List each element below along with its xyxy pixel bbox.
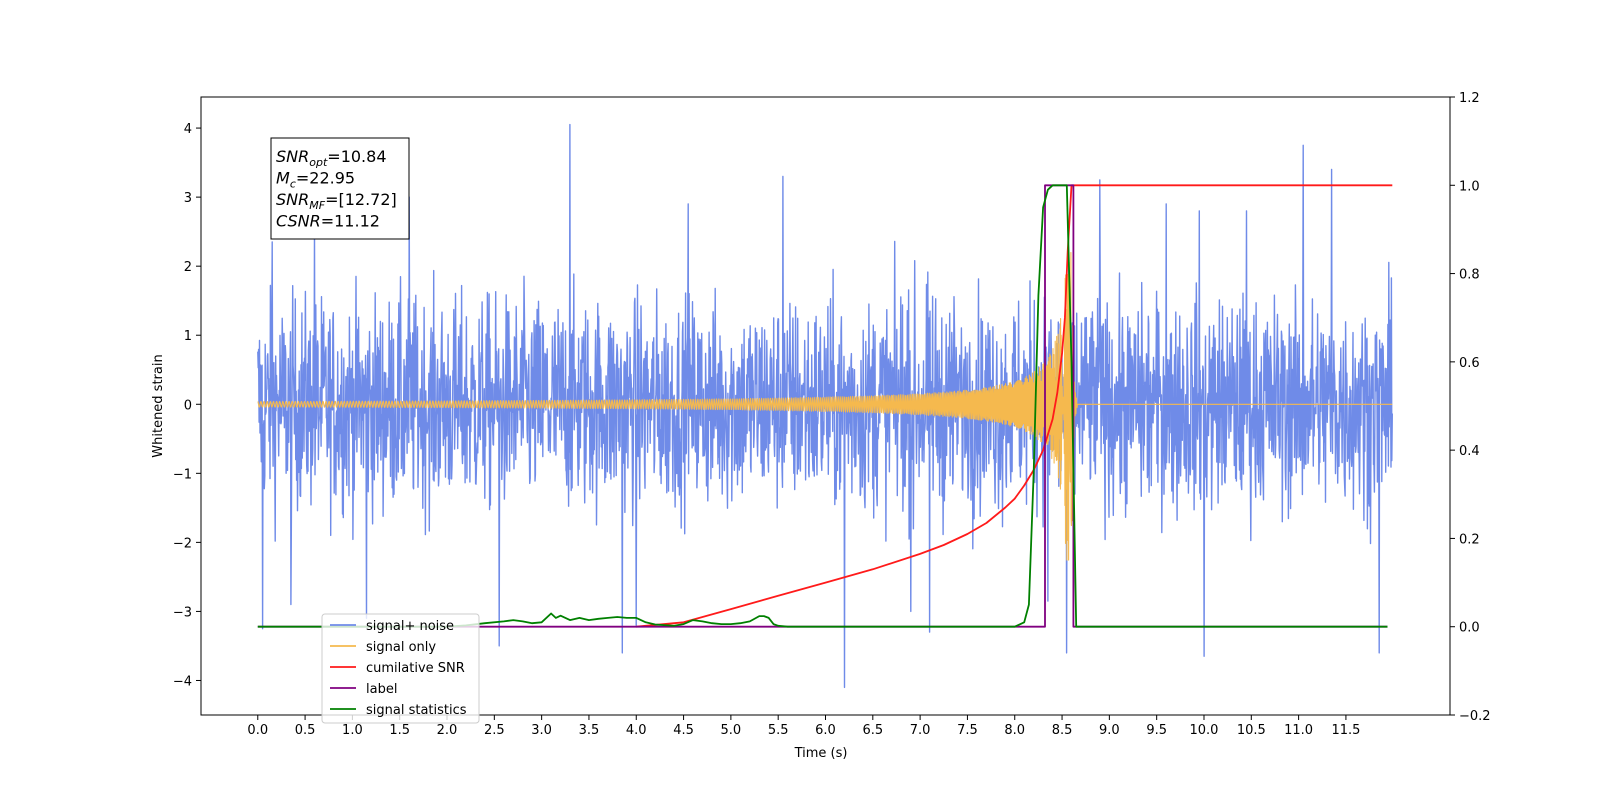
x-tick-label: 4.5 xyxy=(673,723,694,738)
x-tick-label: 10.5 xyxy=(1237,723,1266,738)
y-tick-label: 1 xyxy=(184,329,192,344)
y-tick-label: 2 xyxy=(184,260,192,275)
x-tick-label: 1.0 xyxy=(342,723,363,738)
y2-tick-label: 0.8 xyxy=(1459,268,1480,283)
x-tick-label: 2.5 xyxy=(484,723,505,738)
y-axis-label: Whitened strain xyxy=(151,354,166,457)
y-tick-label: −1 xyxy=(173,467,192,482)
x-tick-label: 8.5 xyxy=(1052,723,1073,738)
annotation-line: Mc=22.95 xyxy=(276,169,355,191)
x-tick-label: 2.0 xyxy=(437,723,458,738)
legend-label: signal only xyxy=(366,640,436,655)
x-tick-label: 9.5 xyxy=(1146,723,1167,738)
annotation-line: CSNR=11.12 xyxy=(276,212,380,231)
x-tick-label: 3.5 xyxy=(579,723,600,738)
x-tick-label: 7.5 xyxy=(957,723,978,738)
legend-label: signal+ noise xyxy=(366,619,454,634)
series-line-signal-only xyxy=(257,251,1393,561)
x-tick-label: 10.0 xyxy=(1190,723,1219,738)
x-tick-label: 3.0 xyxy=(531,723,552,738)
x-tick-label: 0.5 xyxy=(295,723,316,738)
legend: signal+ noise signal only cumilative SNR la… xyxy=(321,613,480,724)
legend-frame xyxy=(321,613,480,724)
legend-label: label xyxy=(366,682,397,697)
legend-label: signal statistics xyxy=(366,703,467,718)
series-line-signal-statistics xyxy=(257,184,1388,628)
y-tick-label: −4 xyxy=(173,674,192,689)
x-tick-label: 11.5 xyxy=(1331,723,1360,738)
y2-tick-label: 1.0 xyxy=(1459,179,1480,194)
y2-tick-label: 0.4 xyxy=(1459,444,1480,459)
annotation-line: SNRMF=[12.72] xyxy=(276,190,397,212)
y-tick-label: −2 xyxy=(173,536,192,551)
y-tick-label: −3 xyxy=(173,605,192,620)
y2-tick-label: 0.0 xyxy=(1459,621,1480,636)
x-tick-label: 9.0 xyxy=(1099,723,1120,738)
annotation-frame xyxy=(270,137,410,240)
y2-tick-label: 0.6 xyxy=(1459,356,1480,371)
x-tick-label: 0.0 xyxy=(247,723,268,738)
metrics-annotation-box: SNRopt=10.84Mc=22.95SNRMF=[12.72]CSNR=11… xyxy=(270,137,410,240)
x-tick-label: 5.5 xyxy=(768,723,789,738)
plot-frame xyxy=(200,96,1451,716)
legend-label: cumilative SNR xyxy=(366,661,465,676)
x-tick-label: 5.0 xyxy=(721,723,742,738)
x-tick-label: 6.0 xyxy=(815,723,836,738)
x-axis-label: Time (s) xyxy=(794,746,848,761)
y2-tick-label: −0.2 xyxy=(1459,709,1491,724)
x-tick-label: 6.5 xyxy=(862,723,883,738)
x-tick-label: 11.0 xyxy=(1284,723,1313,738)
annotation-line: SNRopt=10.84 xyxy=(276,147,387,169)
y-tick-label: 0 xyxy=(184,398,192,413)
x-tick-label: 4.0 xyxy=(626,723,647,738)
y-tick-label: 4 xyxy=(184,122,192,137)
y2-tick-label: 0.2 xyxy=(1459,532,1480,547)
y2-tick-label: 1.2 xyxy=(1459,91,1480,106)
x-tick-label: 1.5 xyxy=(389,723,410,738)
x-tick-label: 8.0 xyxy=(1004,723,1025,738)
y-tick-label: 3 xyxy=(184,191,192,206)
x-tick-label: 7.0 xyxy=(910,723,931,738)
